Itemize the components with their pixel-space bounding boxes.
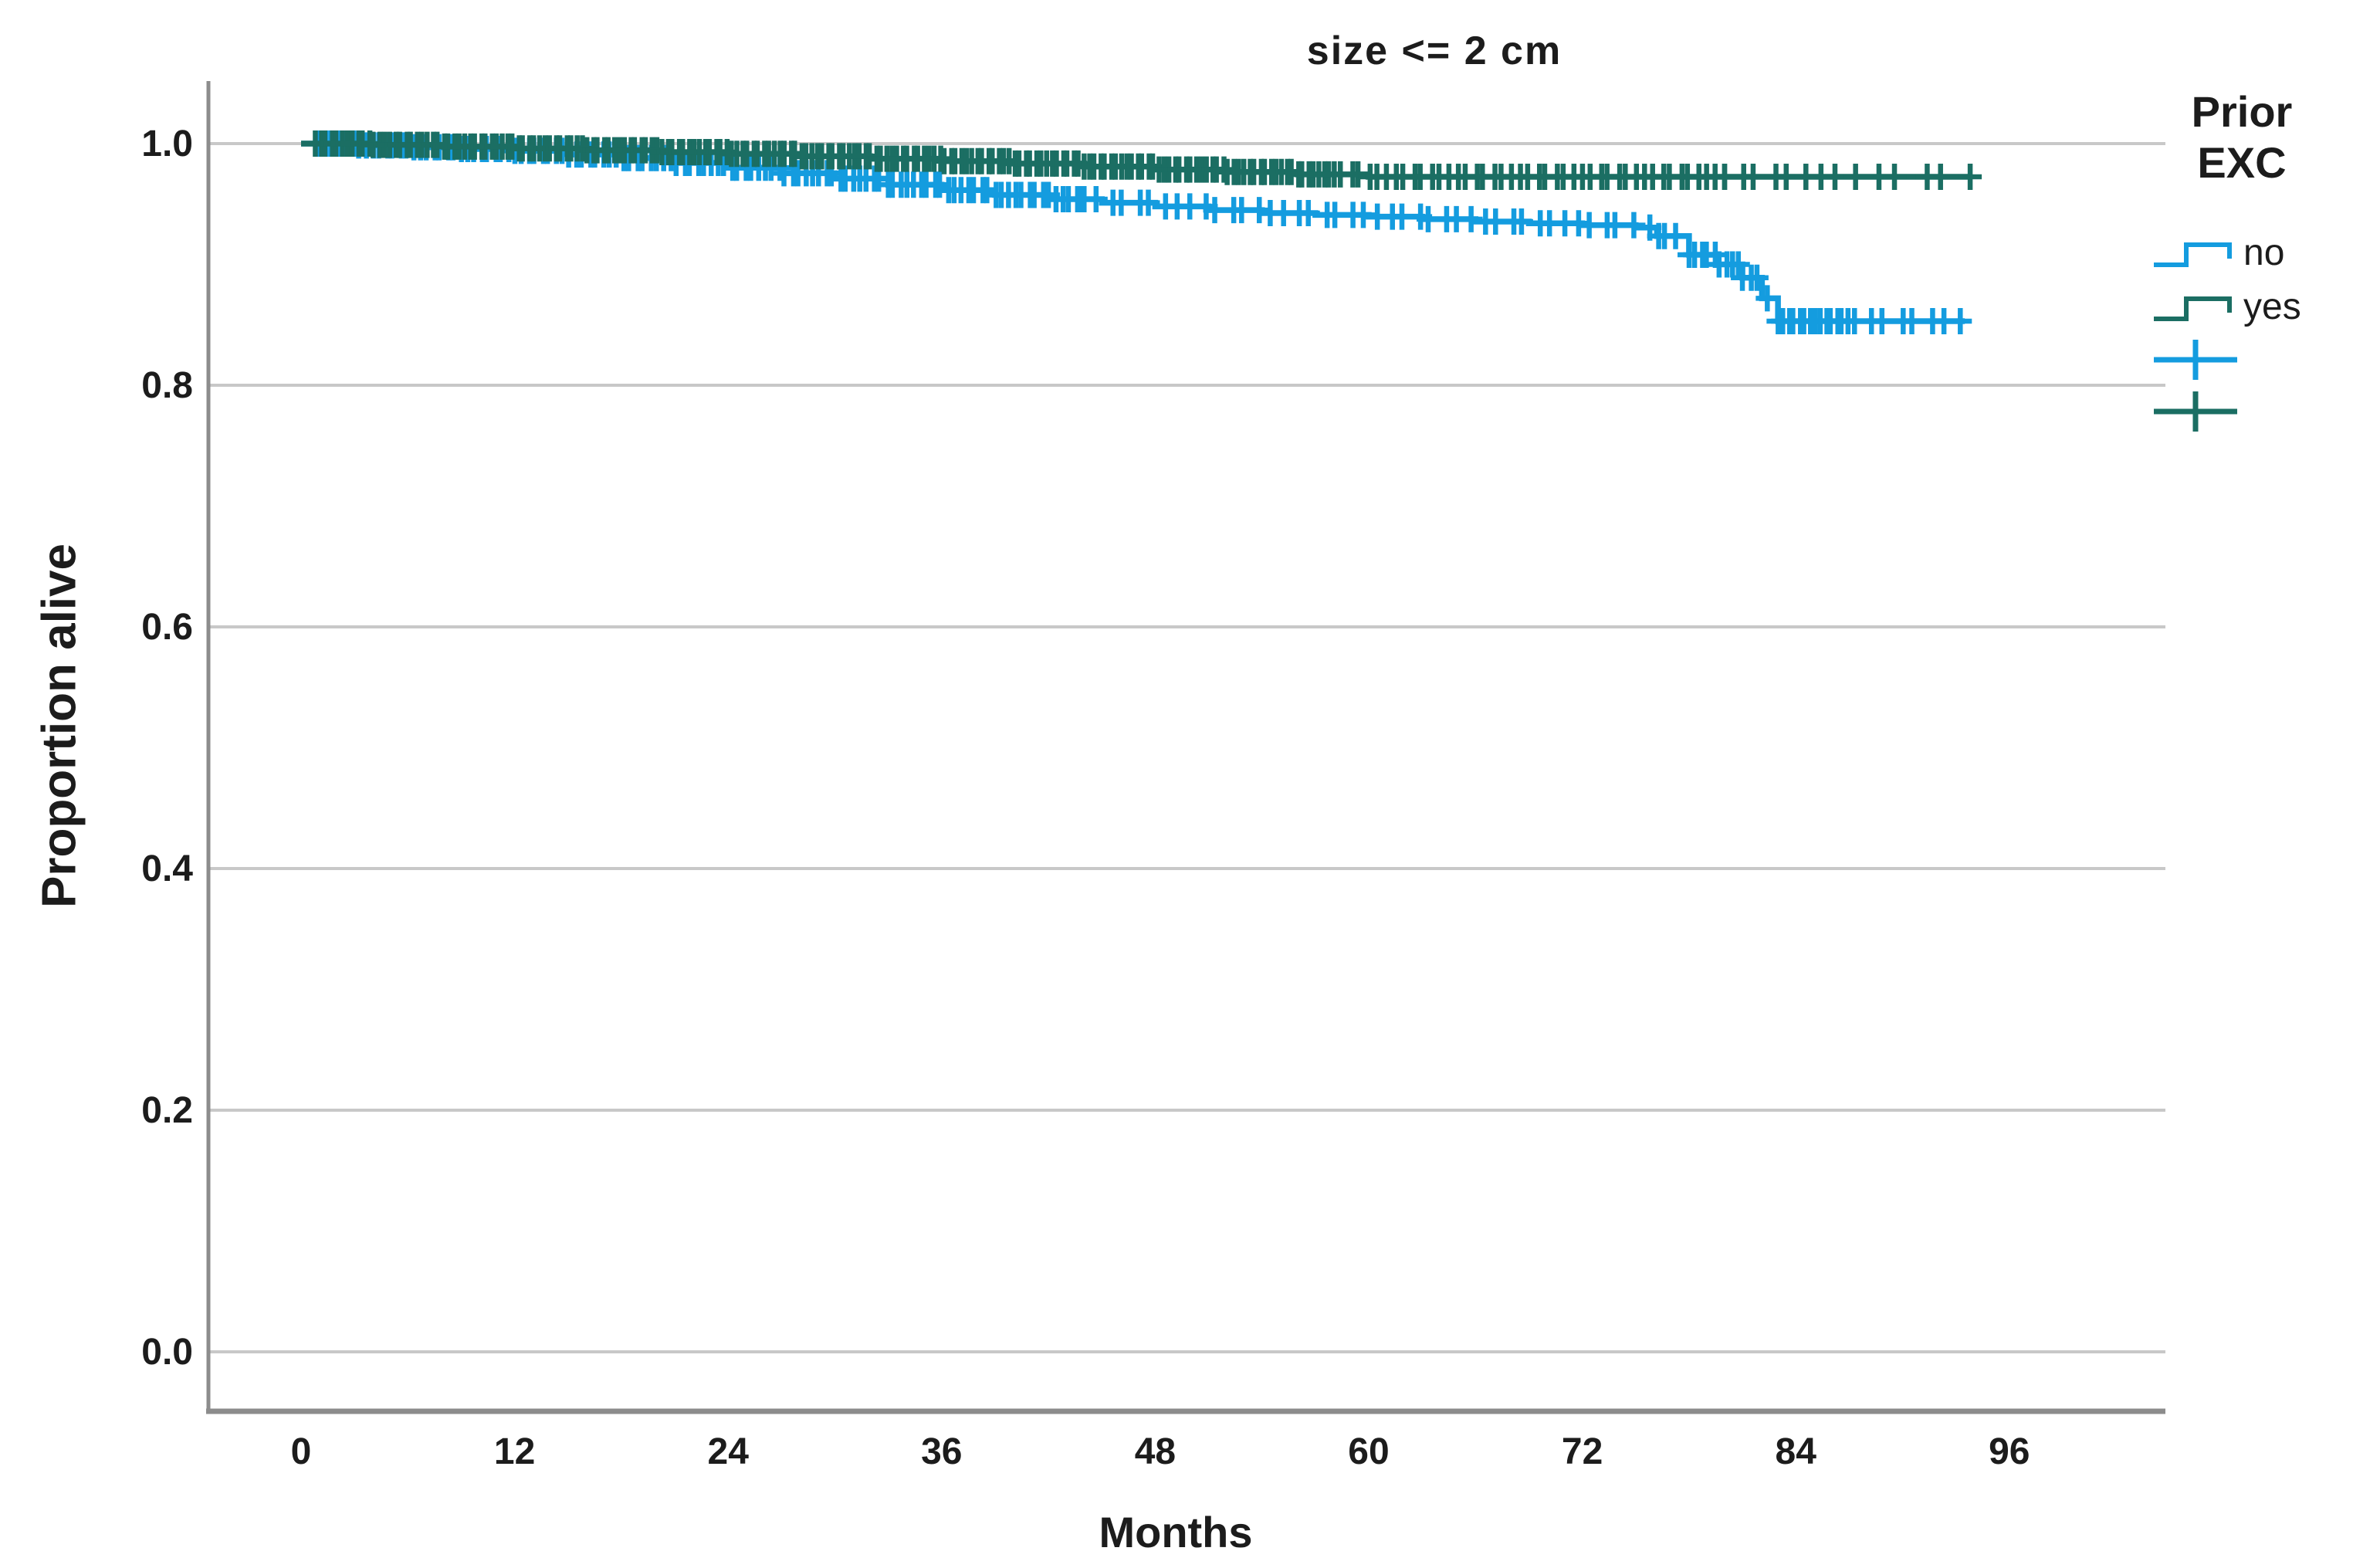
svg-text:60: 60 xyxy=(1348,1431,1389,1472)
svg-text:0.0: 0.0 xyxy=(141,1332,193,1373)
step-line-yes-icon xyxy=(2154,296,2232,321)
legend: Prior EXC no yes xyxy=(2145,86,2351,488)
svg-text:0.4: 0.4 xyxy=(141,848,193,889)
svg-text:0.8: 0.8 xyxy=(141,365,193,406)
svg-text:0.2: 0.2 xyxy=(141,1090,193,1131)
legend-item-no: no xyxy=(2151,235,2284,272)
svg-text:84: 84 xyxy=(1776,1431,1817,1472)
legend-item-censored-yes xyxy=(2151,388,2240,435)
svg-text:36: 36 xyxy=(921,1431,962,1472)
step-line-no-icon xyxy=(2154,242,2232,267)
svg-text:48: 48 xyxy=(1135,1431,1176,1472)
svg-text:1.0: 1.0 xyxy=(141,124,193,164)
legend-label-no: no xyxy=(2243,232,2285,273)
x-axis-title: Months xyxy=(1099,1508,1253,1556)
svg-text:24: 24 xyxy=(708,1431,750,1472)
svg-text:96: 96 xyxy=(1989,1431,2030,1472)
censored-plus-yes-icon xyxy=(2154,391,2237,432)
censored-plus-no-icon xyxy=(2154,340,2237,380)
legend-label-yes: yes xyxy=(2243,286,2301,327)
legend-title: Prior EXC xyxy=(2191,87,2293,187)
chart-title: size <= 2 cm xyxy=(1306,29,1562,73)
legend-item-yes: yes xyxy=(2151,289,2301,326)
legend-item-censored-no xyxy=(2151,337,2240,383)
svg-text:0.6: 0.6 xyxy=(141,607,193,648)
svg-text:0: 0 xyxy=(291,1431,312,1472)
svg-text:12: 12 xyxy=(494,1431,535,1472)
svg-text:72: 72 xyxy=(1562,1431,1603,1472)
